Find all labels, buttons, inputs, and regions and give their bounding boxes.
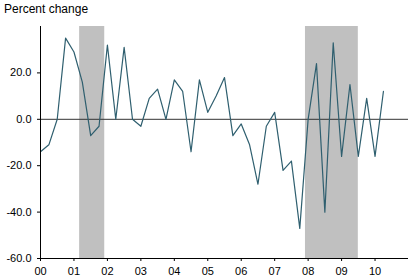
svg-text:09: 09 — [335, 265, 347, 277]
svg-text:08: 08 — [302, 265, 314, 277]
svg-text:01: 01 — [68, 265, 80, 277]
svg-text:02: 02 — [101, 265, 113, 277]
svg-text:20.0: 20.0 — [10, 66, 31, 78]
svg-text:04: 04 — [168, 265, 180, 277]
html-text:Percent change: Percent change — [4, 2, 89, 16]
svg-text:00: 00 — [34, 265, 46, 277]
svg-text:0.0: 0.0 — [16, 113, 31, 125]
svg-text:10: 10 — [369, 265, 381, 277]
svg-text:05: 05 — [202, 265, 214, 277]
svg-text:03: 03 — [135, 265, 147, 277]
svg-text:-40.0: -40.0 — [6, 206, 31, 218]
svg-text:06: 06 — [235, 265, 247, 277]
svg-text:-20.0: -20.0 — [6, 159, 31, 171]
svg-text:-60.0: -60.0 — [6, 252, 31, 264]
svg-text:07: 07 — [269, 265, 281, 277]
